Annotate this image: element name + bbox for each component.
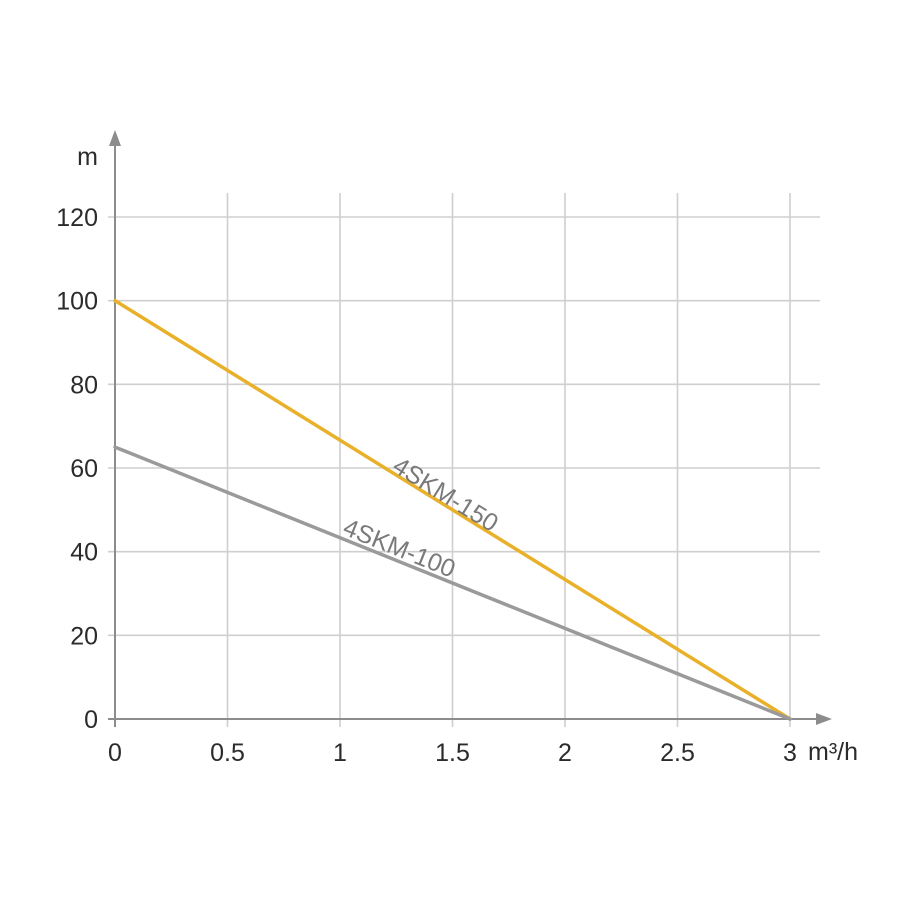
x-axis-arrow-icon — [816, 713, 832, 725]
y-tick-label: 100 — [56, 288, 98, 316]
y-tick-label: 120 — [56, 204, 98, 232]
series-label-4skm-150: 4SKM-150 — [388, 452, 503, 538]
y-tick-label: 60 — [70, 455, 98, 483]
x-axis-unit-label: m³/h — [808, 738, 858, 766]
y-tick-label: 0 — [84, 706, 98, 734]
y-tick-label: 20 — [70, 622, 98, 650]
grid-lines — [108, 193, 820, 727]
series-line-4skm-150 — [113, 298, 792, 721]
tick-labels: 0 20 40 60 80 100 120 0 0.5 1 1.5 2 2.5 3 — [56, 204, 797, 767]
x-tick-label: 2 — [558, 739, 572, 767]
x-tick-label: 3 — [783, 739, 797, 767]
x-tick-label: 2.5 — [660, 739, 695, 767]
y-tick-label: 40 — [70, 539, 98, 567]
x-tick-label: 0 — [108, 739, 122, 767]
y-axis-arrow-icon — [109, 130, 121, 146]
y-tick-label: 80 — [70, 371, 98, 399]
series-line-4skm-100 — [113, 445, 792, 721]
x-tick-label: 1 — [333, 739, 347, 767]
x-tick-label: 0.5 — [210, 739, 245, 767]
y-axis-unit-label: m — [77, 143, 98, 171]
axes — [109, 130, 832, 725]
x-tick-label: 1.5 — [435, 739, 470, 767]
series-label-4skm-100: 4SKM-100 — [339, 513, 459, 583]
